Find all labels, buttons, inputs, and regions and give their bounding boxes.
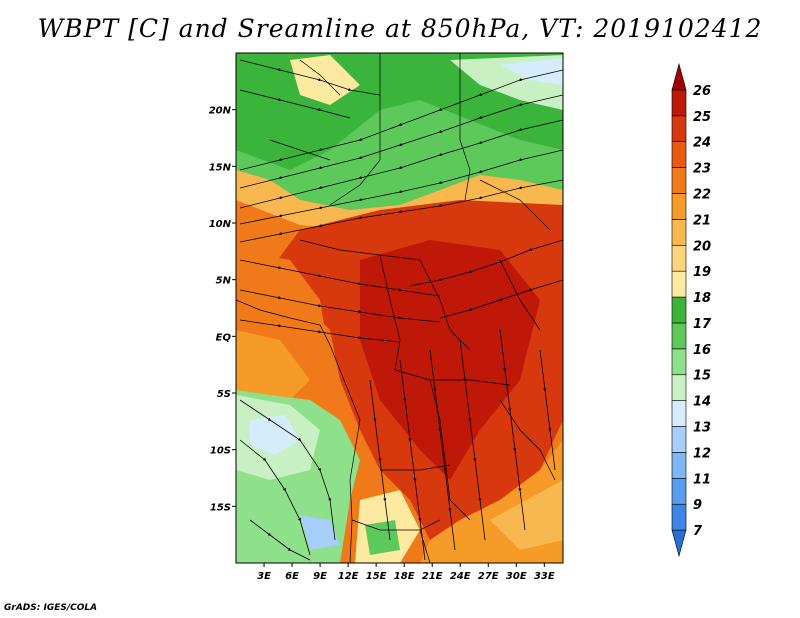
- lat-tick-label: 5S: [217, 389, 231, 400]
- streamlines: [239, 59, 563, 561]
- colorbar-segment: [671, 62, 687, 91]
- colorbar-segment: [671, 374, 687, 401]
- colorbar-label: 24: [693, 136, 711, 151]
- colorbar-segment: [671, 219, 687, 246]
- colorbar-label: 13: [693, 421, 711, 436]
- colorbar-segment: [671, 244, 687, 272]
- colorbar-label: 23: [693, 162, 711, 177]
- lon-tick-label: 18E: [394, 571, 415, 582]
- lat-tick-label: 10N: [209, 219, 232, 230]
- latitude-axis: 20N 15N 10N 5N EQ 5S 10S 15S: [209, 106, 236, 513]
- colorbar-segment: [671, 270, 687, 298]
- lon-tick-label: 27E: [478, 571, 499, 582]
- colorbar-label: 16: [693, 343, 711, 358]
- colorbar-label: 17: [693, 317, 712, 332]
- lat-tick-label: 20N: [209, 106, 232, 117]
- colorbar-label: 11: [693, 472, 711, 487]
- colorbar-label: 21: [693, 213, 711, 228]
- colorbar: 7 9 11 12 13 14 15 16 17 18 19 20 21 22 23 24 25 26: [671, 62, 712, 558]
- colorbar-label: 7: [693, 524, 703, 539]
- country-borders: [236, 53, 556, 563]
- colorbar-segment: [671, 529, 687, 558]
- colorbar-segment: [671, 426, 687, 453]
- colorbar-segment: [671, 478, 687, 505]
- lat-tick-label: 10S: [210, 446, 231, 457]
- colorbar-segment: [671, 322, 687, 350]
- colorbar-segment: [671, 503, 687, 531]
- lat-tick-label: 5N: [216, 276, 232, 287]
- colorbar-label: 12: [693, 446, 711, 461]
- colorbar-label: 22: [693, 187, 711, 202]
- wbpt-field: [236, 53, 563, 563]
- colorbar-label: 26: [693, 84, 711, 99]
- lon-tick-label: 33E: [534, 571, 555, 582]
- colorbar-segment: [671, 89, 687, 117]
- lon-tick-label: 30E: [506, 571, 527, 582]
- colorbar-label: 14: [693, 395, 711, 410]
- colorbar-segment: [671, 452, 687, 479]
- plot-frame: [235, 52, 564, 564]
- lon-tick-label: 15E: [366, 571, 387, 582]
- lon-tick-label: 6E: [285, 571, 299, 582]
- colorbar-segment: [671, 400, 687, 427]
- colorbar-segment: [671, 193, 687, 220]
- lat-tick-label: 15S: [210, 502, 231, 513]
- longitude-axis: 3E 6E 9E 12E 15E 18E 21E 24E 27E 30E 33E: [257, 563, 555, 582]
- lon-tick-label: 12E: [338, 571, 359, 582]
- lat-tick-label: 15N: [209, 162, 232, 173]
- chart-title: WBPT [C] and Sreamline at 850hPa, VT: 20…: [37, 14, 763, 43]
- colorbar-label: 9: [693, 498, 702, 513]
- colorbar-segment: [671, 141, 687, 168]
- colorbar-label: 18: [693, 291, 711, 306]
- colorbar-segment: [671, 296, 687, 324]
- colorbar-segment: [671, 115, 687, 142]
- colorbar-segment: [671, 348, 687, 376]
- credit-text: GrADS: IGES/COLA: [4, 603, 98, 613]
- colorbar-label: 15: [693, 369, 711, 384]
- colorbar-label: 25: [693, 110, 711, 125]
- colorbar-label: 19: [693, 265, 711, 280]
- lon-tick-label: 3E: [257, 571, 271, 582]
- lon-tick-label: 21E: [422, 571, 443, 582]
- colorbar-label: 20: [693, 239, 711, 254]
- lon-tick-label: 9E: [313, 571, 327, 582]
- lat-tick-label: EQ: [216, 332, 232, 343]
- lon-tick-label: 24E: [450, 571, 471, 582]
- colorbar-segment: [671, 167, 687, 194]
